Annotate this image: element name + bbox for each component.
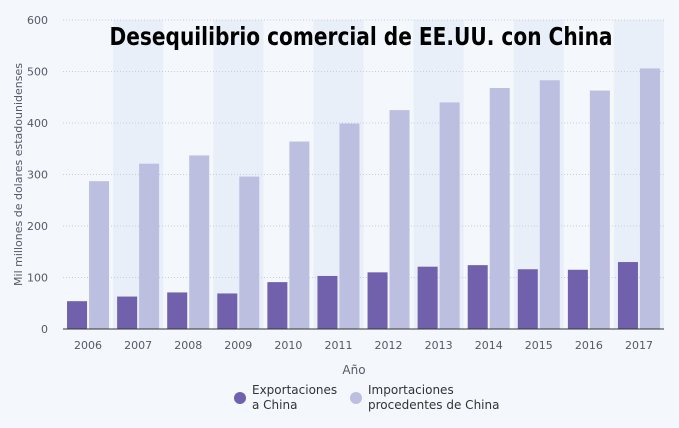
legend-label-imports: Importaciones procedentes de China xyxy=(368,383,499,412)
x-tick-label: 2011 xyxy=(324,339,352,352)
bar-exports-2013 xyxy=(417,266,438,329)
bar-imports-2016 xyxy=(589,90,610,330)
x-tick-label: 2014 xyxy=(475,339,503,352)
x-tick-label: 2009 xyxy=(224,339,252,352)
x-tick-label: 2007 xyxy=(124,339,152,352)
bar-exports-2008 xyxy=(167,292,188,329)
chart-title: Desequilibrio comercial de EE.UU. con Ch… xyxy=(110,22,613,51)
bar-imports-2011 xyxy=(339,123,360,329)
legend: Exportaciones a China Importaciones procede… xyxy=(234,383,499,412)
bar-imports-2012 xyxy=(389,110,410,329)
bar-imports-2007 xyxy=(139,163,160,329)
bar-exports-2017 xyxy=(617,262,638,329)
y-tick-label: 500 xyxy=(27,66,48,79)
legend-marker-imports xyxy=(350,392,362,404)
x-tick-label: 2013 xyxy=(425,339,453,352)
y-tick-label: 0 xyxy=(41,323,48,336)
gridlines xyxy=(63,19,664,278)
bar-exports-2016 xyxy=(567,269,588,329)
legend-label-exports: Exportaciones a China xyxy=(252,383,337,412)
bar-exports-2007 xyxy=(117,296,138,329)
x-tick-label: 2012 xyxy=(375,339,403,352)
x-tick-label: 2015 xyxy=(525,339,553,352)
y-tick-label: 100 xyxy=(27,272,48,285)
y-tick-label: 400 xyxy=(27,117,48,130)
bar-imports-2010 xyxy=(289,141,310,329)
bar-exports-2015 xyxy=(517,269,538,329)
bar-imports-2014 xyxy=(489,87,510,329)
x-axis-title: Año xyxy=(342,363,365,377)
y-axis-title: Mil millones de dolares estadounidenses xyxy=(12,63,25,286)
y-tick-label: 300 xyxy=(27,169,48,182)
bar-exports-2014 xyxy=(467,265,488,329)
x-axis-ticks: 2006 2007 2008 2009 2010 2011 2012 2013 2014 2015… xyxy=(74,339,653,352)
y-tick-label: 600 xyxy=(27,14,48,27)
bars xyxy=(67,68,660,330)
x-tick-label: 2006 xyxy=(74,339,102,352)
bar-exports-2009 xyxy=(217,293,238,329)
bar-exports-2010 xyxy=(267,282,288,329)
bar-imports-2017 xyxy=(639,68,660,329)
legend-marker-exports xyxy=(234,392,246,404)
x-tick-label: 2016 xyxy=(575,339,603,352)
bar-imports-2008 xyxy=(189,155,210,329)
x-tick-label: 2010 xyxy=(274,339,302,352)
bar-imports-2013 xyxy=(439,102,460,330)
bar-exports-2006 xyxy=(67,301,88,329)
y-tick-label: 200 xyxy=(27,220,48,233)
x-tick-label: 2017 xyxy=(625,339,653,352)
bar-exports-2012 xyxy=(367,272,388,329)
bar-imports-2015 xyxy=(539,80,560,329)
bar-imports-2009 xyxy=(239,176,260,329)
y-axis-ticks: 0 100 200 300 400 500 600 xyxy=(27,14,48,336)
bar-exports-2011 xyxy=(317,275,338,329)
bar-imports-2006 xyxy=(89,181,110,329)
x-tick-label: 2008 xyxy=(174,339,202,352)
